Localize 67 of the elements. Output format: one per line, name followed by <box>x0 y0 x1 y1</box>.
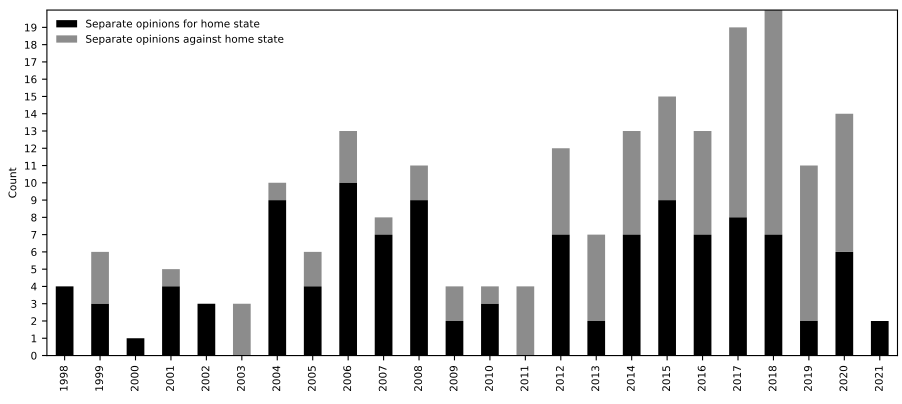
x-tick-label: 2006 <box>343 366 352 391</box>
bar <box>516 286 534 356</box>
x-tick-label: 1998 <box>60 366 68 391</box>
bar <box>694 130 712 235</box>
y-tick-label: 13 <box>25 127 36 136</box>
x-tick-label: 1999 <box>95 366 104 391</box>
x-tick-label: 2001 <box>166 366 174 391</box>
bar <box>91 252 109 304</box>
x-tick-label: 2012 <box>556 366 564 391</box>
y-tick-label: 12 <box>25 144 36 152</box>
bar <box>374 217 392 235</box>
bar <box>800 166 818 321</box>
x-tick-label: 2011 <box>520 366 528 391</box>
y-tick-label: 6 <box>31 248 37 256</box>
y-tick-label: 19 <box>25 24 36 32</box>
bar <box>232 304 251 356</box>
y-tick-label: 15 <box>25 92 36 101</box>
y-axis-title: Count <box>8 168 16 198</box>
bar <box>481 286 499 304</box>
x-tick-label: 2016 <box>698 366 706 391</box>
x-tick-label: 2018 <box>768 366 776 391</box>
x-tick-label: 2004 <box>272 366 280 391</box>
x-tick-label: 2000 <box>130 366 139 391</box>
y-tick-label: 5 <box>31 266 36 274</box>
x-tick-label: 2013 <box>591 366 600 391</box>
legend-label: Separate opinions for home state <box>86 19 260 30</box>
y-tick-label: 8 <box>31 214 36 222</box>
x-tick-label: 2017 <box>733 366 742 391</box>
x-tick-label: 2002 <box>202 366 210 391</box>
bar <box>622 130 641 235</box>
y-tick-label: 17 <box>25 58 36 66</box>
y-tick-label: 9 <box>31 196 36 204</box>
bar <box>410 166 428 200</box>
y-tick-label: 11 <box>25 162 36 170</box>
bar <box>835 114 854 252</box>
bar <box>658 96 676 200</box>
y-tick-label: 4 <box>31 282 37 290</box>
bar <box>729 27 747 218</box>
bar <box>552 148 570 235</box>
x-tick-label: 2007 <box>378 366 387 391</box>
y-tick-label: 3 <box>31 300 36 308</box>
x-tick-label: 2021 <box>874 366 883 391</box>
y-tick-label: 16 <box>25 75 37 84</box>
bar <box>339 130 358 183</box>
bar <box>268 182 286 200</box>
bar <box>446 286 464 321</box>
bar <box>587 234 606 321</box>
x-tick-label: 2009 <box>450 366 458 391</box>
x-tick-label: 2020 <box>839 366 848 391</box>
y-tick-label: 10 <box>25 179 36 187</box>
x-tick-label: 2019 <box>804 366 812 391</box>
y-tick-label: 14 <box>25 110 37 118</box>
x-tick-label: 2005 <box>308 366 316 391</box>
y-tick-label: 18 <box>25 40 36 49</box>
y-tick-label: 1 <box>32 334 36 342</box>
x-tick-label: 2003 <box>236 366 245 391</box>
bar <box>162 269 180 286</box>
legend-label: Separate opinions against home state <box>86 34 284 45</box>
y-tick-label: 0 <box>31 352 36 360</box>
y-tick-label: 2 <box>31 317 36 325</box>
x-tick-label: 2015 <box>662 366 670 391</box>
x-tick-label: 2010 <box>485 366 493 391</box>
bar <box>764 10 782 235</box>
bar <box>304 252 322 286</box>
x-tick-label: 2008 <box>414 366 422 391</box>
x-tick-label: 2014 <box>626 366 635 391</box>
y-tick-label: 7 <box>31 230 36 239</box>
